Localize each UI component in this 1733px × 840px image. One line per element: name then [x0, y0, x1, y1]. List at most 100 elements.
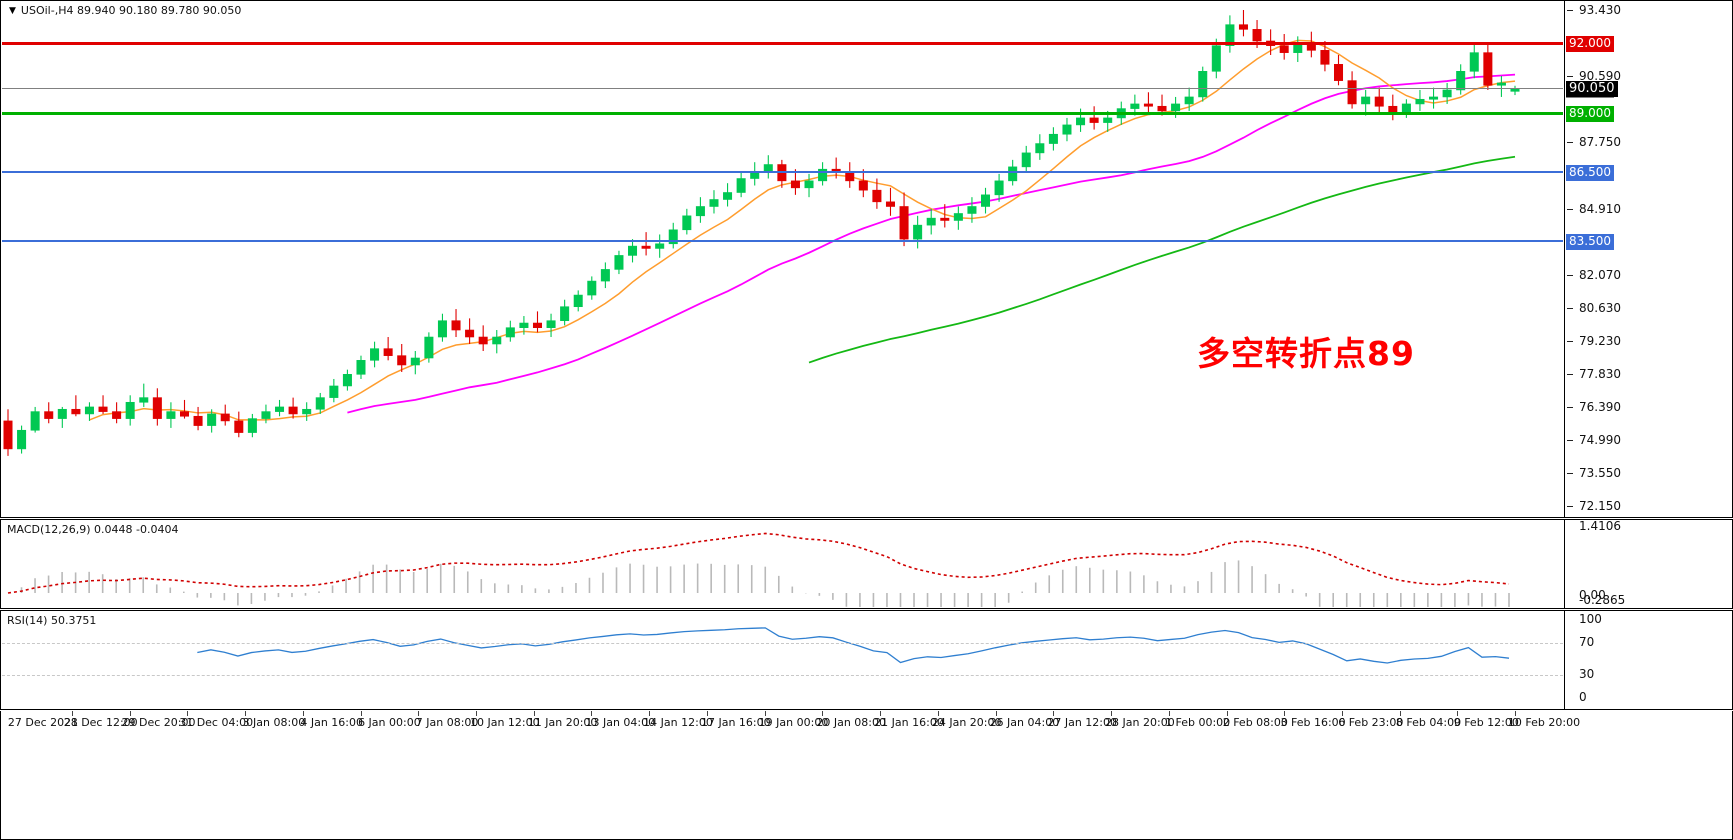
time-axis-label: 13 Jan 04:00	[585, 716, 656, 729]
macd-axis[interactable]: 1.4106 0.00 -0.2865	[1565, 520, 1732, 608]
price-level-tag[interactable]: 92.000	[1566, 36, 1614, 53]
time-axis-separator	[1111, 711, 1112, 716]
price-axis-label: 87.750	[1579, 135, 1621, 150]
time-axis-separator	[187, 711, 189, 716]
time-axis-label: 6 Jan 00:00	[358, 716, 421, 729]
time-axis-label: 2 Feb 08:00	[1222, 716, 1288, 729]
price-axis-label: 77.830	[1579, 366, 1621, 381]
price-axis-tick	[1567, 439, 1573, 441]
time-axis-separator	[880, 711, 882, 716]
macd-panel[interactable]: MACD(12,26,9) 0.0448 -0.0404 1.4106 0.00-…	[0, 519, 1733, 609]
price-axis[interactable]: 93.430 90.590 87.750 84.910 82.070 80.630 79.2…	[1565, 1, 1732, 517]
price-axis-label: 73.550	[1579, 466, 1621, 481]
symbol-header-text: USOil-,H4 89.940 90.180 89.780 90.050	[20, 4, 242, 17]
time-axis-label: 10 Jan 12:00	[469, 716, 540, 729]
time-axis-label: 31 Dec 04:00	[179, 716, 254, 729]
price-axis-tick	[1567, 407, 1573, 409]
price-level-tag[interactable]: 83.500	[1566, 234, 1614, 251]
time-axis-label: 8 Feb 04:00	[1395, 716, 1462, 729]
time-axis-label: 28 Dec 12:00	[63, 716, 138, 729]
time-axis-label: 21 Jan 16:00	[874, 716, 944, 729]
rsi-axis-label: 100	[1579, 612, 1602, 626]
rsi-curve	[197, 627, 1510, 664]
time-axis-label: 28 Jan 20:00	[1105, 716, 1175, 729]
time-axis-separator	[822, 711, 824, 716]
macd-plot-area[interactable]	[2, 521, 1563, 607]
time-axis-separator	[476, 711, 477, 716]
time-axis-separator	[937, 711, 939, 716]
candles-group	[3, 10, 1520, 456]
macd-axis-label: 0.00	[1579, 588, 1606, 602]
time-axis-separator	[1457, 711, 1459, 716]
macd-signal-line	[7, 532, 1510, 594]
price-axis-label: 74.990	[1579, 432, 1621, 447]
time-axis-label: 1 Feb 00:00	[1165, 716, 1231, 729]
time-axis-label: 29 Dec 20:00	[121, 716, 196, 729]
macd-label: MACD(12,26,9) 0.0448 -0.0404	[7, 523, 179, 536]
level-line-92[interactable]	[2, 41, 1563, 45]
level-line-83-5[interactable]	[2, 240, 1563, 243]
level-line-89[interactable]	[2, 111, 1563, 115]
time-axis-label: 27 Jan 12:00	[1047, 716, 1118, 729]
price-plot-area[interactable]: 多空转折点89	[2, 2, 1563, 516]
rsi-axis-separator	[1564, 611, 1565, 709]
time-axis-separator	[245, 711, 247, 716]
time-axis-separator	[418, 711, 420, 716]
ma-slow-line	[808, 155, 1516, 364]
time-axis-label: 6 Feb 23:00	[1338, 716, 1404, 729]
time-axis-label: 26 Jan 04:00	[989, 716, 1060, 729]
time-axis-separator	[1284, 711, 1286, 716]
time-axis-separator	[360, 711, 362, 716]
time-axis-label: 14 Jan 12:00	[643, 716, 713, 729]
price-axis-label: 84.910	[1579, 201, 1621, 216]
chart-annotation-text: 多空转折点89	[1197, 333, 1415, 373]
rsi-axis-label: 30	[1579, 666, 1595, 681]
time-axis-separator	[1226, 711, 1228, 716]
rsi-axis[interactable]: 100 70 30 0	[1565, 611, 1732, 709]
current-price-tag[interactable]: 90.050	[1566, 80, 1618, 97]
price-axis-tick	[1567, 340, 1573, 342]
time-axis-separator	[302, 711, 304, 716]
time-axis-separator	[995, 711, 997, 716]
rsi-axis-label: 70	[1579, 635, 1595, 650]
time-axis-separator	[591, 711, 593, 716]
price-axis-tick	[1567, 208, 1573, 210]
rsi-panel[interactable]: RSI(14) 50.3751 100 70 30 0	[0, 610, 1733, 710]
price-candles-svg	[3, 10, 1520, 456]
time-axis-label: 27 Dec 2021	[7, 716, 79, 729]
price-axis-tick	[1567, 308, 1573, 310]
time-axis-label: 4 Jan 16:00	[300, 716, 364, 729]
time-axis-separator	[1399, 711, 1401, 716]
time-axis-separator	[1168, 711, 1170, 716]
time-axis-separator	[706, 711, 708, 716]
price-axis-separator	[1564, 1, 1565, 517]
time-axis-label: 24 Jan 20:00	[931, 716, 1002, 729]
price-axis-label: 79.230	[1579, 333, 1621, 348]
price-axis-tick	[1567, 10, 1573, 11]
macd-histogram	[20, 560, 1510, 607]
rsi-gridline-30	[2, 674, 1563, 676]
price-level-tag[interactable]: 89.000	[1566, 106, 1614, 123]
symbol-header[interactable]: ▼ USOil-,H4 89.940 90.180 89.780 90.050	[9, 4, 241, 17]
price-axis-tick	[1567, 76, 1573, 78]
price-axis-label: 93.430	[1579, 3, 1621, 17]
price-level-tag[interactable]: 86.500	[1566, 164, 1614, 181]
price-axis-label: 80.630	[1579, 301, 1621, 316]
price-axis-label: 72.150	[1579, 499, 1621, 513]
dropdown-triangle-icon[interactable]: ▼	[9, 6, 16, 16]
level-line-current-price[interactable]	[2, 88, 1563, 90]
time-axis-separator	[1515, 711, 1517, 716]
rsi-plot-area[interactable]	[2, 612, 1563, 708]
time-axis-separator	[649, 711, 651, 716]
macd-axis-label: -0.2865	[1579, 593, 1626, 607]
time-axis-label: 19 Jan 00:00	[758, 716, 829, 729]
rsi-gridline-70	[2, 643, 1563, 645]
macd-axis-separator	[1564, 520, 1565, 608]
price-chart-panel[interactable]: ▼ USOil-,H4 89.940 90.180 89.780 90.050 多…	[0, 0, 1733, 518]
rsi-svg	[197, 627, 1510, 664]
time-axis[interactable]: 27 Dec 2021 28 Dec 12:00 29 Dec 20:00 31 De…	[0, 711, 1733, 840]
price-axis-label: 90.590	[1579, 69, 1621, 84]
level-line-86-5[interactable]	[2, 170, 1563, 173]
time-axis-label: 10 Feb 20:00	[1507, 716, 1581, 729]
